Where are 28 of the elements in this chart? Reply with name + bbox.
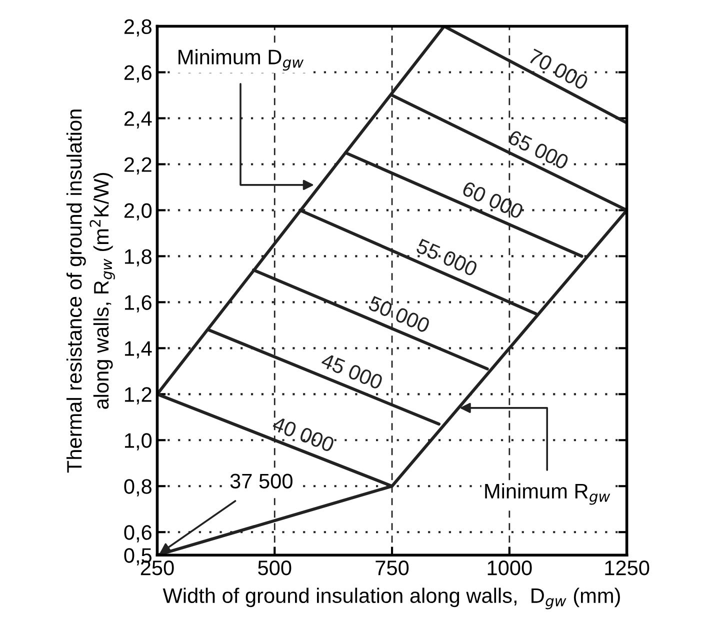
annotation: Minimum R$_{gw}$	[485, 483, 610, 505]
y-axis-title: Thermal resistance of ground insulation along walls, R$_{gw}$ (m$^{2}$K/W)	[66, 110, 115, 473]
y-tick-label: 1,8	[125, 249, 152, 266]
x-tick-label: 1000	[488, 560, 532, 576]
text: 65 000	[507, 129, 570, 170]
y-tick-label: 1,4	[125, 341, 152, 358]
text: 50 000	[368, 296, 431, 334]
y-tick-label: 1,2	[125, 387, 152, 404]
text: 45 000	[320, 352, 384, 390]
y-tick-label: 2,2	[124, 157, 152, 174]
y-tick-label: 2,8	[124, 19, 152, 36]
y-tick-label: 2,4	[124, 111, 152, 128]
text: 40 000	[272, 416, 336, 452]
text: 55 000	[415, 238, 478, 277]
x-tick-label: 750	[376, 560, 409, 576]
annotation: 37 500	[230, 474, 292, 488]
y-tick-label: 0,8	[124, 479, 152, 496]
y-tick-label: 1,6	[125, 295, 152, 312]
y-tick-label: 2,6	[124, 65, 152, 82]
x-axis-title: Width of ground insulation along walls, D$_{gw}$ (mm)	[162, 588, 620, 610]
text: 60 000	[462, 180, 524, 220]
text: 70 000	[528, 48, 590, 90]
x-tick-label: 500	[258, 560, 292, 576]
y-tick-label: 1,0	[125, 433, 152, 450]
y-tick-label: 2,0	[124, 203, 152, 220]
x-tick-label: 1250	[605, 560, 650, 576]
annotation: Minimum D$_{gw}$	[178, 49, 304, 71]
y-tick-label: 0,6	[124, 525, 152, 542]
